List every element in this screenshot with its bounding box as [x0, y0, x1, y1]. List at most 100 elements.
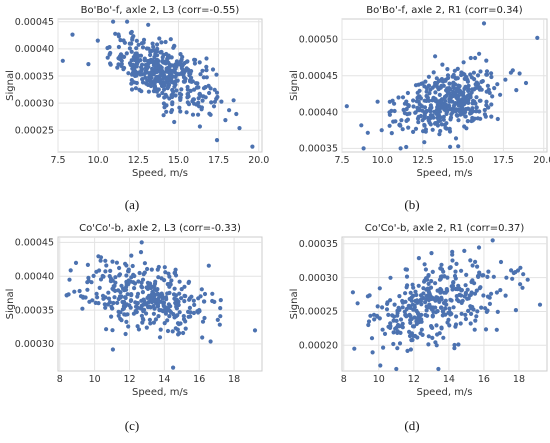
data-point: [177, 105, 182, 110]
data-point: [485, 274, 490, 279]
data-point: [404, 285, 409, 290]
data-point: [412, 324, 417, 329]
data-point: [149, 267, 154, 272]
data-point: [214, 72, 219, 77]
data-point: [408, 347, 413, 352]
data-point: [409, 338, 414, 343]
data-point: [134, 51, 139, 56]
data-point: [172, 296, 177, 301]
data-point: [183, 326, 188, 331]
data-point: [426, 334, 431, 339]
data-point: [424, 308, 429, 313]
y-axis-label-d: Signal: [289, 289, 300, 320]
x-tick-label-d: 8: [341, 374, 347, 385]
x-tick-label-b: 15.0: [452, 155, 473, 166]
data-point: [128, 279, 133, 284]
data-point: [167, 314, 172, 319]
data-point: [138, 58, 143, 63]
data-point: [430, 269, 435, 274]
x-tick-label-a: 7.5: [50, 155, 65, 166]
data-point: [422, 262, 427, 267]
data-point: [140, 285, 145, 290]
data-point: [462, 248, 467, 253]
data-point: [106, 296, 112, 301]
data-point: [110, 328, 115, 333]
data-point: [429, 325, 434, 330]
data-point: [486, 105, 491, 110]
data-point: [438, 128, 443, 134]
y-tick-label-a: 0.00025: [15, 126, 54, 137]
data-point: [377, 286, 382, 291]
data-point: [189, 79, 194, 84]
data-point: [416, 256, 421, 261]
data-point: [483, 114, 488, 119]
data-point: [446, 310, 451, 315]
data-point: [162, 265, 167, 270]
data-point: [60, 58, 65, 63]
data-point: [134, 38, 139, 43]
data-point: [98, 258, 103, 263]
data-point: [116, 309, 121, 314]
data-point: [121, 38, 126, 43]
data-point: [196, 85, 201, 90]
data-point: [484, 72, 489, 77]
data-point: [100, 293, 106, 298]
data-point: [172, 43, 177, 48]
x-axis-label-d: Speed, m/s: [416, 387, 472, 398]
data-point: [139, 66, 145, 72]
data-point: [191, 310, 196, 316]
data-point: [182, 293, 187, 298]
data-point: [451, 280, 456, 285]
data-point: [463, 316, 468, 322]
data-point: [135, 294, 140, 299]
y-tick-label-b: 0.00035: [299, 144, 338, 155]
data-point: [445, 73, 451, 78]
data-point: [484, 99, 489, 104]
data-point: [344, 104, 349, 109]
data-point: [378, 363, 383, 368]
data-point: [124, 273, 129, 278]
data-point: [424, 98, 429, 103]
data-point: [428, 122, 433, 127]
y-tick-label-d: 0.00030: [299, 273, 338, 284]
data-point: [441, 300, 447, 306]
data-point: [490, 238, 495, 243]
data-point: [421, 286, 426, 291]
data-point: [139, 303, 144, 308]
data-point: [147, 75, 152, 80]
data-point: [397, 294, 402, 299]
data-point: [450, 110, 455, 115]
data-point: [413, 298, 418, 304]
x-tick-label-b: 12.5: [412, 155, 433, 166]
y-axis-label-b: Signal: [289, 70, 300, 101]
data-point: [402, 111, 407, 116]
x-tick-label-d: 12: [408, 374, 420, 385]
data-point: [495, 82, 500, 87]
data-point: [127, 46, 132, 51]
data-point: [513, 308, 518, 313]
data-point: [108, 268, 113, 273]
data-point: [148, 78, 153, 83]
data-point: [448, 144, 453, 149]
data-point: [359, 123, 364, 128]
data-point: [197, 92, 202, 97]
data-point: [474, 105, 479, 110]
data-point: [448, 115, 454, 120]
scatter-points-a: [60, 19, 255, 149]
chart-title-d: Co'Co'-b, axle 2, R1 (corr=0.37): [365, 223, 525, 234]
data-point: [194, 81, 199, 86]
data-point: [105, 302, 110, 307]
data-point: [421, 129, 426, 134]
data-point: [456, 283, 461, 288]
data-point: [419, 312, 424, 317]
data-point: [399, 118, 404, 123]
data-point: [461, 90, 466, 95]
data-point: [192, 302, 197, 307]
data-point: [411, 129, 416, 134]
data-point: [151, 44, 156, 50]
data-point: [392, 302, 397, 307]
data-point: [114, 260, 119, 265]
data-point: [210, 67, 216, 72]
data-point: [164, 94, 169, 99]
data-point: [177, 310, 182, 315]
